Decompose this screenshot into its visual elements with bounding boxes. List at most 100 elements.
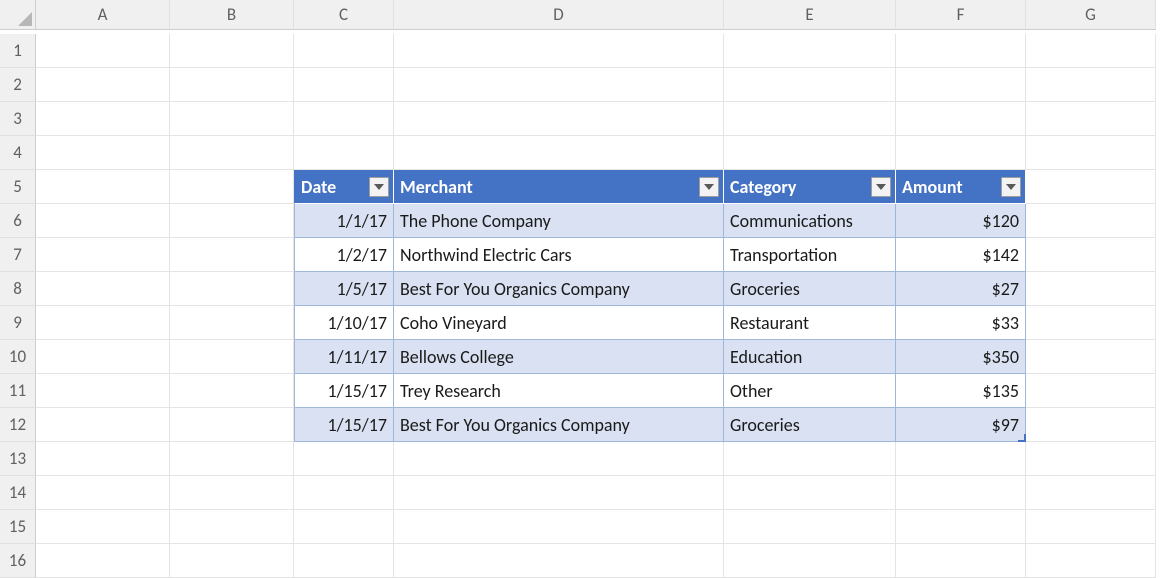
cell-E16[interactable]: [724, 544, 896, 578]
column-header-G[interactable]: G: [1026, 0, 1156, 30]
cell-B12[interactable]: [170, 408, 294, 442]
cell-B10[interactable]: [170, 340, 294, 374]
column-header-C[interactable]: C: [294, 0, 394, 30]
cell-F10[interactable]: $350: [896, 340, 1026, 374]
column-header-A[interactable]: A: [36, 0, 170, 30]
cell-F11[interactable]: $135: [896, 374, 1026, 408]
cell-F13[interactable]: [896, 442, 1026, 476]
cell-A15[interactable]: [36, 510, 170, 544]
cell-A13[interactable]: [36, 442, 170, 476]
filter-dropdown-button[interactable]: [871, 177, 891, 197]
row-header-16[interactable]: 16: [0, 544, 36, 578]
cell-A10[interactable]: [36, 340, 170, 374]
cell-E11[interactable]: Other: [724, 374, 896, 408]
cell-G4[interactable]: [1026, 136, 1156, 170]
cell-B5[interactable]: [170, 170, 294, 204]
row-header-10[interactable]: 10: [0, 340, 36, 374]
cell-F5[interactable]: Amount: [896, 170, 1026, 204]
cell-E9[interactable]: Restaurant: [724, 306, 896, 340]
cell-A3[interactable]: [36, 102, 170, 136]
cell-G14[interactable]: [1026, 476, 1156, 510]
cell-C8[interactable]: 1/5/17: [294, 272, 394, 306]
cell-C11[interactable]: 1/15/17: [294, 374, 394, 408]
column-header-E[interactable]: E: [724, 0, 896, 30]
cell-G6[interactable]: [1026, 204, 1156, 238]
column-header-F[interactable]: F: [896, 0, 1026, 30]
cell-B4[interactable]: [170, 136, 294, 170]
cell-B8[interactable]: [170, 272, 294, 306]
row-header-11[interactable]: 11: [0, 374, 36, 408]
cell-C4[interactable]: [294, 136, 394, 170]
cell-F6[interactable]: $120: [896, 204, 1026, 238]
cell-F3[interactable]: [896, 102, 1026, 136]
filter-dropdown-button[interactable]: [1001, 177, 1021, 197]
cell-G12[interactable]: [1026, 408, 1156, 442]
cell-E8[interactable]: Groceries: [724, 272, 896, 306]
cell-G3[interactable]: [1026, 102, 1156, 136]
cell-B1[interactable]: [170, 34, 294, 68]
row-header-13[interactable]: 13: [0, 442, 36, 476]
cell-E6[interactable]: Communications: [724, 204, 896, 238]
cell-E10[interactable]: Education: [724, 340, 896, 374]
cell-B9[interactable]: [170, 306, 294, 340]
cell-F1[interactable]: [896, 34, 1026, 68]
row-header-2[interactable]: 2: [0, 68, 36, 102]
row-header-3[interactable]: 3: [0, 102, 36, 136]
cell-A7[interactable]: [36, 238, 170, 272]
cell-D12[interactable]: Best For You Organics Company: [394, 408, 724, 442]
cell-D10[interactable]: Bellows College: [394, 340, 724, 374]
cell-C15[interactable]: [294, 510, 394, 544]
cell-A16[interactable]: [36, 544, 170, 578]
row-header-1[interactable]: 1: [0, 34, 36, 68]
cell-C10[interactable]: 1/11/17: [294, 340, 394, 374]
cell-E3[interactable]: [724, 102, 896, 136]
cell-G7[interactable]: [1026, 238, 1156, 272]
column-header-D[interactable]: D: [394, 0, 724, 30]
cell-A4[interactable]: [36, 136, 170, 170]
cell-A9[interactable]: [36, 306, 170, 340]
cell-G11[interactable]: [1026, 374, 1156, 408]
cell-D4[interactable]: [394, 136, 724, 170]
row-header-12[interactable]: 12: [0, 408, 36, 442]
cell-E4[interactable]: [724, 136, 896, 170]
cell-C7[interactable]: 1/2/17: [294, 238, 394, 272]
cell-G16[interactable]: [1026, 544, 1156, 578]
cell-B13[interactable]: [170, 442, 294, 476]
cell-E5[interactable]: Category: [724, 170, 896, 204]
cell-D2[interactable]: [394, 68, 724, 102]
cell-F4[interactable]: [896, 136, 1026, 170]
cell-C9[interactable]: 1/10/17: [294, 306, 394, 340]
cell-A5[interactable]: [36, 170, 170, 204]
cell-A14[interactable]: [36, 476, 170, 510]
cell-A1[interactable]: [36, 34, 170, 68]
cell-D13[interactable]: [394, 442, 724, 476]
cell-C3[interactable]: [294, 102, 394, 136]
cell-C13[interactable]: [294, 442, 394, 476]
cell-B14[interactable]: [170, 476, 294, 510]
cell-F12[interactable]: $97: [896, 408, 1026, 442]
cell-D16[interactable]: [394, 544, 724, 578]
cell-G9[interactable]: [1026, 306, 1156, 340]
cell-F15[interactable]: [896, 510, 1026, 544]
cell-G2[interactable]: [1026, 68, 1156, 102]
cell-B15[interactable]: [170, 510, 294, 544]
cell-A2[interactable]: [36, 68, 170, 102]
cell-F8[interactable]: $27: [896, 272, 1026, 306]
cell-D1[interactable]: [394, 34, 724, 68]
cell-E12[interactable]: Groceries: [724, 408, 896, 442]
cell-F7[interactable]: $142: [896, 238, 1026, 272]
cell-C6[interactable]: 1/1/17: [294, 204, 394, 238]
column-header-B[interactable]: B: [170, 0, 294, 30]
cell-G8[interactable]: [1026, 272, 1156, 306]
row-header-5[interactable]: 5: [0, 170, 36, 204]
filter-dropdown-button[interactable]: [699, 177, 719, 197]
cell-A11[interactable]: [36, 374, 170, 408]
cell-C1[interactable]: [294, 34, 394, 68]
cell-F16[interactable]: [896, 544, 1026, 578]
cell-B3[interactable]: [170, 102, 294, 136]
row-header-9[interactable]: 9: [0, 306, 36, 340]
cell-G13[interactable]: [1026, 442, 1156, 476]
cell-E14[interactable]: [724, 476, 896, 510]
cell-E7[interactable]: Transportation: [724, 238, 896, 272]
cell-D5[interactable]: Merchant: [394, 170, 724, 204]
